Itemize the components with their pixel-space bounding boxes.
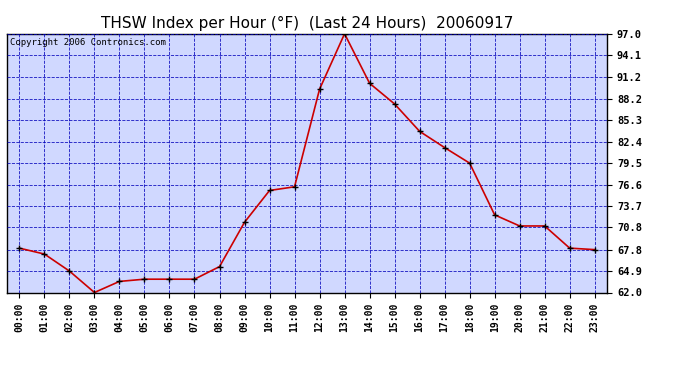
Text: Copyright 2006 Contronics.com: Copyright 2006 Contronics.com: [10, 38, 166, 46]
Title: THSW Index per Hour (°F)  (Last 24 Hours)  20060917: THSW Index per Hour (°F) (Last 24 Hours)…: [101, 16, 513, 31]
